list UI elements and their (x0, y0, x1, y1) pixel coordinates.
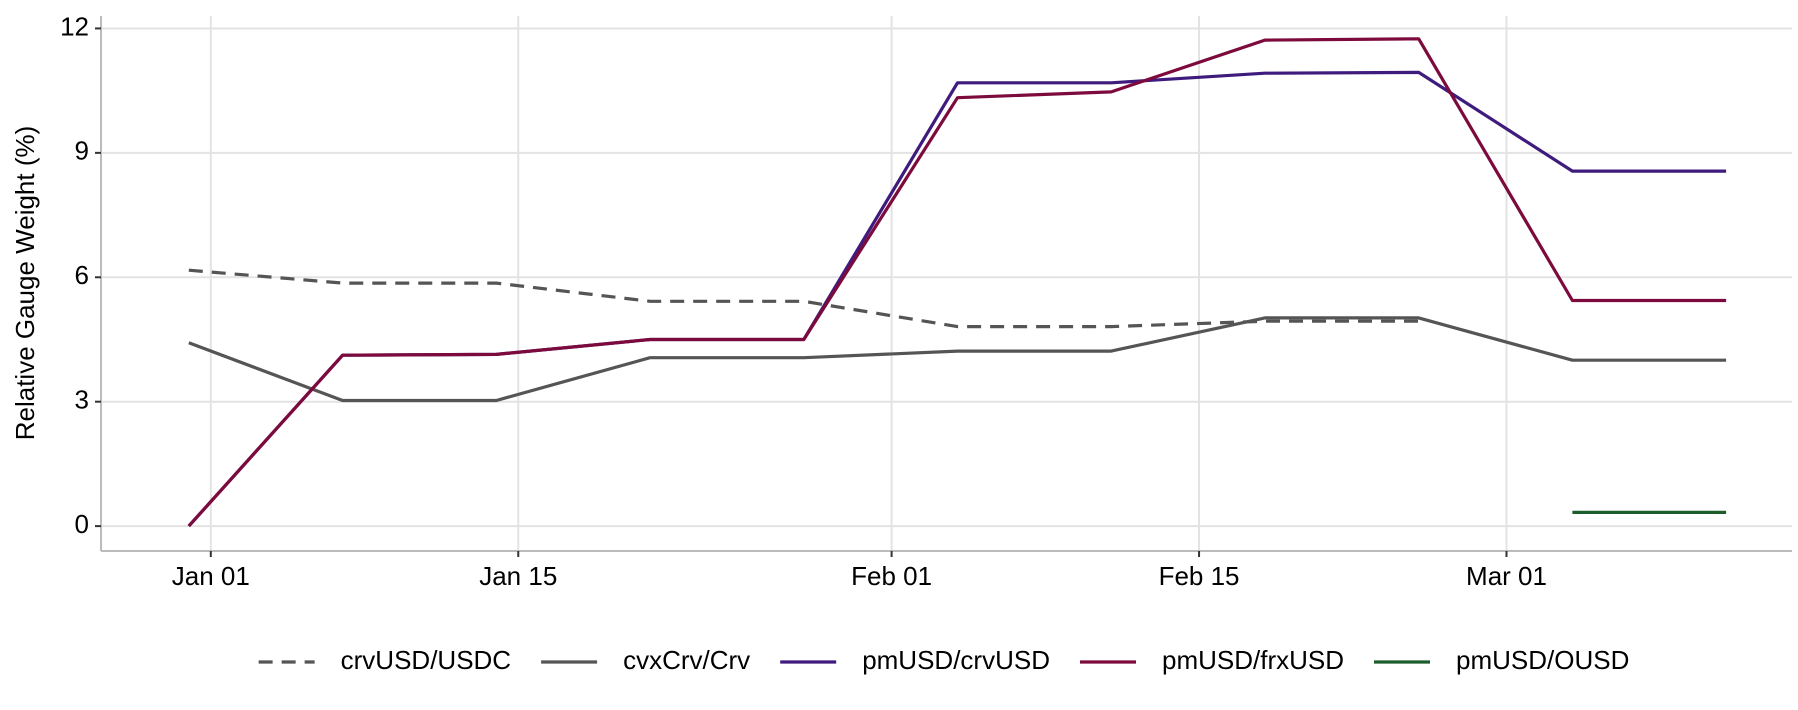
x-tick-label: Jan 01 (172, 561, 250, 591)
series-line (188, 316, 1727, 403)
legend-label: pmUSD/crvUSD (862, 645, 1050, 675)
y-tick-label: 3 (75, 385, 89, 415)
y-axis-label: Relative Gauge Weight (%) (10, 126, 40, 441)
legend-label: cvxCrv/Crv (623, 645, 750, 675)
series-line (187, 37, 1727, 528)
legend-label: pmUSD/OUSD (1456, 645, 1629, 675)
y-tick-label: 6 (75, 260, 89, 290)
series-line (188, 268, 1419, 329)
y-tick-label: 0 (75, 509, 89, 539)
x-tick-label: Mar 01 (1466, 561, 1547, 591)
x-tick-label: Feb 01 (851, 561, 932, 591)
series-line (187, 70, 1727, 528)
legend-label: crvUSD/USDC (341, 645, 511, 675)
x-tick-label: Feb 15 (1159, 561, 1240, 591)
legend-label: pmUSD/frxUSD (1162, 645, 1344, 675)
y-tick-label: 12 (60, 11, 89, 41)
x-tick-label: Jan 15 (479, 561, 557, 591)
y-tick-label: 9 (75, 136, 89, 166)
